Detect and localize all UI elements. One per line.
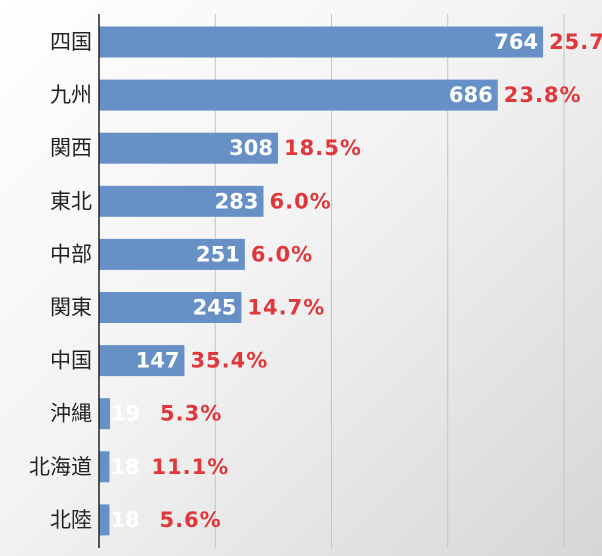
- bar: [99, 398, 111, 430]
- value-label: 245: [193, 296, 237, 320]
- bar: [99, 451, 110, 483]
- bar: [99, 345, 185, 377]
- value-label: 764: [494, 30, 538, 54]
- bar: [99, 238, 245, 270]
- category-label: 関西: [50, 136, 92, 160]
- bar: [99, 292, 242, 323]
- category-label: 九州: [50, 83, 92, 107]
- percent-label: 14.7%: [247, 296, 325, 320]
- value-label: 686: [449, 83, 493, 107]
- value-label: 308: [229, 136, 273, 160]
- percent-label: 6.0%: [269, 189, 331, 213]
- category-label: 中部: [50, 242, 92, 266]
- category-label: 関東: [50, 296, 92, 320]
- value-label: 283: [215, 189, 259, 213]
- category-label: 沖縄: [50, 402, 92, 426]
- bar: [99, 185, 264, 217]
- bar: [99, 132, 279, 164]
- bars: [99, 26, 544, 536]
- value-label: 18: [110, 508, 139, 532]
- percent-label: 5.3%: [160, 402, 222, 426]
- value-label: 19: [111, 402, 140, 426]
- category-label: 北陸: [50, 508, 92, 532]
- percent-label: 6.0%: [251, 242, 313, 266]
- bar: [99, 79, 498, 111]
- percent-label: 23.8%: [504, 83, 582, 107]
- percent-label: 11.1%: [151, 455, 229, 479]
- percent-label: 25.7%: [549, 30, 602, 54]
- percent-label: 5.6%: [159, 508, 221, 532]
- category-label: 四国: [50, 30, 92, 54]
- bar: [99, 504, 110, 536]
- bar: [99, 26, 544, 58]
- labels: 四国 764 25.7% 九州 686 23.8% 関西 308 18.5% 東北 283 6.0% 中…: [29, 30, 602, 532]
- value-label: 251: [196, 242, 240, 266]
- category-label: 北海道: [29, 455, 92, 479]
- value-label: 147: [136, 349, 180, 373]
- category-label: 東北: [50, 189, 92, 213]
- percent-label: 35.4%: [190, 349, 268, 373]
- percent-label: 18.5%: [284, 136, 362, 160]
- value-label: 18: [110, 455, 139, 479]
- category-label: 中国: [50, 349, 92, 373]
